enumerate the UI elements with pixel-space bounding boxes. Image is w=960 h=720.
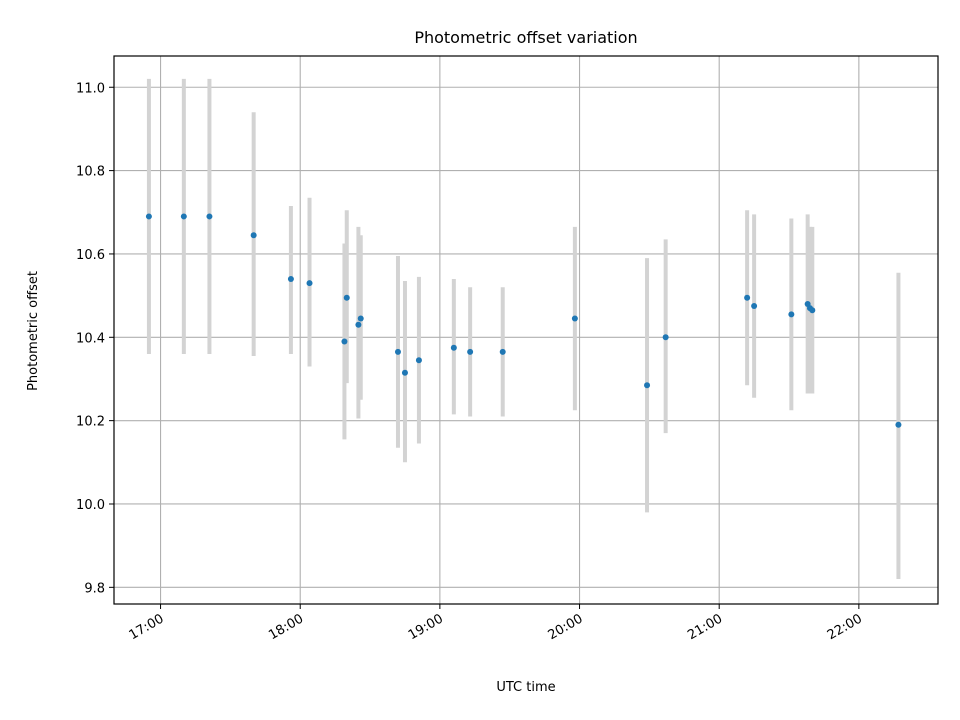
data-point [744,294,751,301]
data-point [788,311,795,318]
x-axis-label: UTC time [496,680,555,695]
chart-title: Photometric offset variation [414,28,637,47]
grid-layer [114,56,938,604]
data-point [306,280,313,287]
data-point [662,334,669,341]
data-point [450,344,457,351]
y-axis-label: Photometric offset [26,271,41,391]
y-tick-label: 9.8 [84,581,105,596]
data-point [499,348,506,355]
y-tick-label: 10.8 [76,165,105,180]
data-point [644,382,651,389]
data-point [394,348,401,355]
data-point [401,369,408,376]
data-point [355,321,362,328]
point-layer [145,213,902,428]
data-point [357,315,364,322]
y-tick-label: 10.4 [76,331,105,346]
y-tick-label: 10.6 [76,248,105,263]
data-point [341,338,348,345]
data-point [571,315,578,322]
y-tick-label: 10.0 [76,498,105,513]
data-point [467,348,474,355]
data-point [287,275,294,282]
data-point [180,213,187,220]
data-point [415,357,422,364]
y-tick-label: 10.2 [76,415,105,430]
data-point [809,307,816,314]
data-point [145,213,152,220]
data-point [250,232,257,239]
data-point [895,421,902,428]
data-point [343,294,350,301]
y-tick-label: 11.0 [76,81,105,96]
data-point [206,213,213,220]
plot-area-frame [113,55,939,605]
data-point [751,303,758,310]
